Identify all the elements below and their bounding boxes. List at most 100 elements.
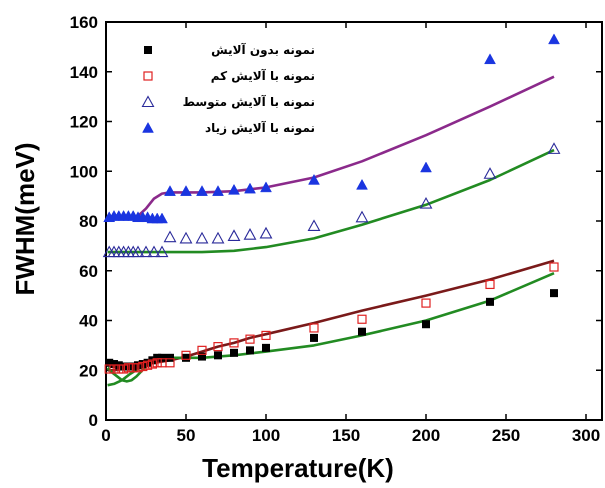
x-tick-label: 250 — [492, 426, 520, 445]
data-point — [245, 334, 255, 344]
data-point — [166, 353, 174, 362]
data-point — [213, 342, 223, 352]
legend: نمونه بدون آلایش نمونه با آلایش کم نمونه ب… — [141, 42, 315, 136]
y-axis-title: FWHM(meV) — [10, 142, 40, 295]
data-point — [110, 360, 118, 369]
data-point — [358, 327, 366, 336]
plot-frame — [105, 21, 603, 421]
legend-label: نمونه با آلایش زیاد — [205, 120, 315, 136]
data-point — [355, 210, 369, 223]
data-point — [118, 364, 129, 374]
y-tick-label: 60 — [79, 262, 98, 281]
data-point — [138, 361, 148, 372]
data-point — [422, 320, 430, 329]
data-point — [419, 196, 433, 209]
data-point — [549, 262, 559, 272]
x-tick-label: 100 — [252, 426, 280, 445]
x-axis-title: Temperature(K) — [202, 453, 394, 483]
fit-curve — [107, 259, 555, 372]
data-point — [109, 364, 119, 374]
data-point — [486, 297, 494, 306]
y-tick-label: 140 — [70, 63, 98, 82]
data-point — [143, 358, 152, 367]
data-point — [195, 231, 209, 244]
data-point — [133, 363, 143, 373]
data-point — [229, 338, 239, 348]
data-point — [158, 353, 166, 362]
data-point — [179, 231, 193, 244]
legend-label: نمونه با آلایش کم — [211, 68, 315, 84]
data-point — [164, 185, 176, 196]
data-point — [180, 185, 192, 196]
fit-curve — [107, 148, 555, 254]
x-tick-label: 50 — [177, 426, 196, 445]
fit-curve — [107, 75, 555, 220]
data-point — [139, 245, 153, 258]
x-tick-label: 300 — [572, 426, 600, 445]
y-tick-label: 80 — [79, 212, 98, 231]
y-tick-label: 100 — [70, 162, 98, 181]
y-tick-label: 120 — [70, 113, 98, 132]
x-tick-label: 0 — [101, 426, 110, 445]
x-tick-label: 150 — [332, 426, 360, 445]
y-tick-label: 0 — [89, 411, 98, 430]
x-axis-ticks: 0 50 100 150 200 250 300 — [101, 22, 600, 445]
data-point — [196, 185, 208, 196]
y-tick-label: 40 — [79, 312, 98, 331]
data-point — [308, 173, 320, 185]
data-point — [548, 33, 560, 45]
data-point — [246, 346, 254, 355]
y-tick-label: 160 — [70, 13, 98, 32]
data-point — [123, 363, 134, 373]
data-point — [214, 351, 222, 360]
fit-curves — [106, 75, 555, 387]
data-point — [119, 362, 128, 371]
data-point — [165, 358, 175, 368]
legend-marker — [144, 46, 152, 54]
y-tick-label: 20 — [79, 361, 98, 380]
legend-label: نمونه با آلایش متوسط — [183, 94, 315, 110]
data-point — [550, 289, 558, 298]
data-point — [227, 229, 241, 241]
data-point — [547, 142, 561, 154]
data-point — [483, 167, 497, 179]
data-point — [181, 350, 191, 360]
data-point — [309, 323, 319, 333]
data-point — [262, 343, 270, 352]
data-point — [307, 219, 321, 232]
data-point — [153, 353, 162, 362]
legend-marker — [141, 95, 155, 108]
data-point — [261, 330, 271, 341]
data-point — [124, 362, 133, 371]
data-point — [230, 348, 238, 357]
data-point — [228, 183, 240, 195]
data-point — [243, 228, 257, 240]
data-point — [310, 333, 318, 342]
data-point — [356, 178, 368, 190]
data-point — [104, 364, 114, 374]
data-point — [260, 181, 272, 193]
data-point — [163, 230, 177, 243]
data-points — [102, 33, 561, 374]
data-point — [420, 161, 432, 173]
data-point — [105, 358, 114, 367]
legend-marker — [143, 71, 153, 81]
data-point — [155, 245, 169, 258]
legend-label: نمونه بدون آلایش — [211, 42, 315, 58]
data-point — [131, 245, 145, 258]
data-point — [211, 231, 225, 244]
data-point — [244, 182, 256, 194]
data-point — [147, 245, 161, 258]
data-point — [259, 226, 273, 239]
data-point — [421, 298, 431, 308]
data-point — [156, 212, 168, 224]
data-point — [138, 360, 147, 369]
x-tick-label: 200 — [412, 426, 440, 445]
data-point — [197, 345, 207, 355]
data-point — [114, 364, 124, 374]
data-point — [134, 361, 142, 370]
data-point — [198, 352, 206, 361]
data-point — [182, 353, 190, 362]
data-point — [484, 53, 496, 65]
data-point — [129, 362, 138, 371]
